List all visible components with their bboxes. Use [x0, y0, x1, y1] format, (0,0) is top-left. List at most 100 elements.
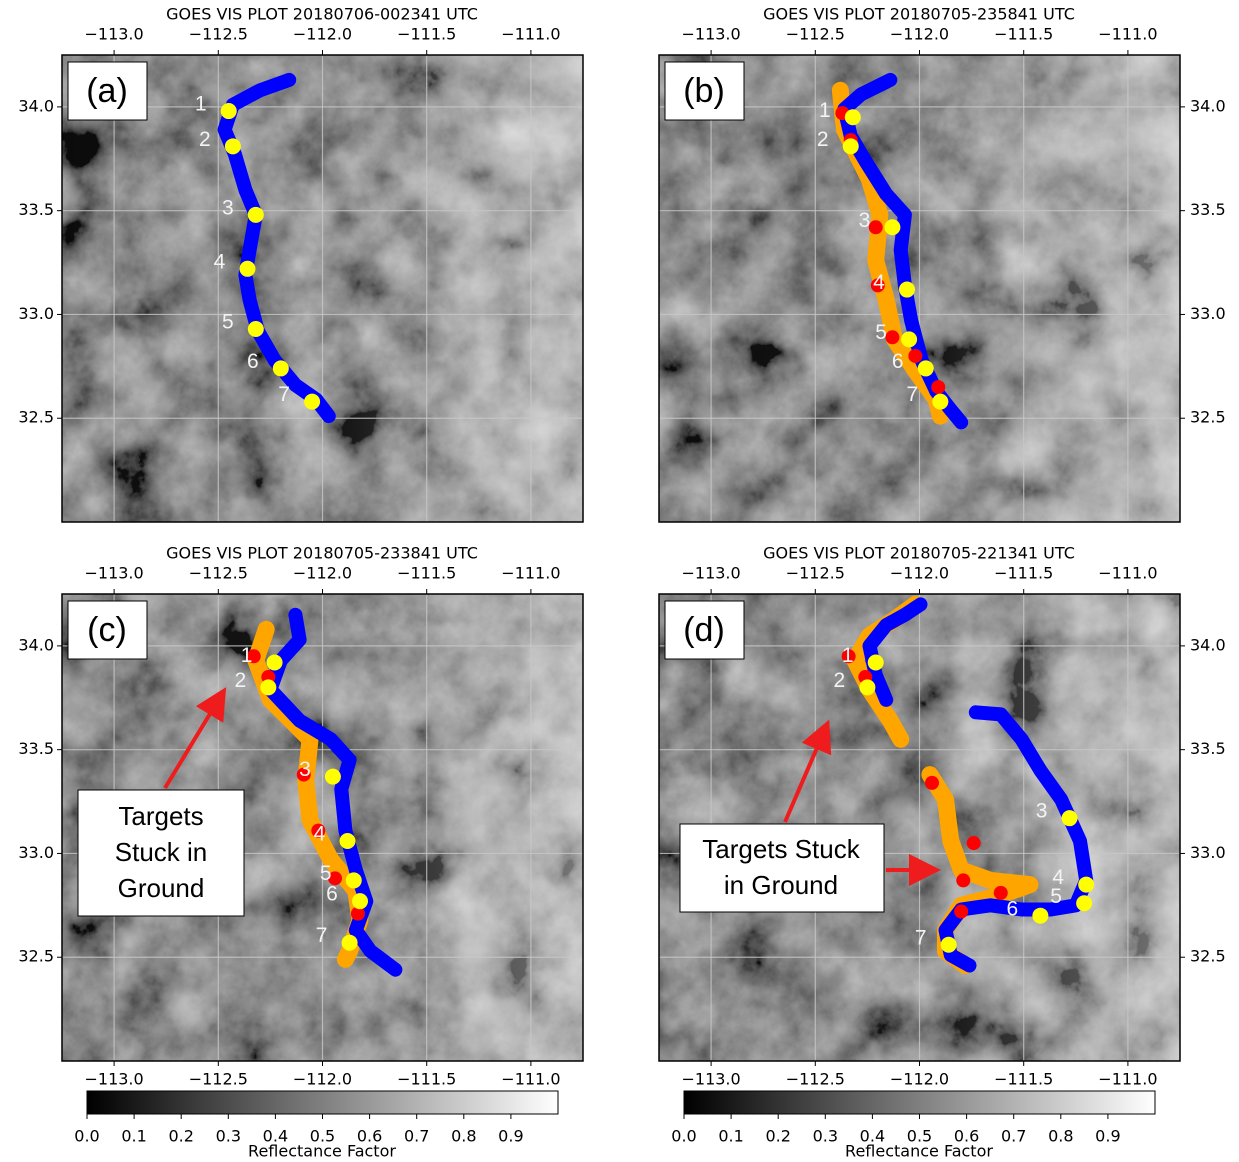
target-point [966, 836, 981, 851]
target-number: 6 [892, 350, 904, 373]
target-number: 4 [214, 250, 226, 273]
frame [658, 593, 1181, 1062]
x-tick-label: −111.0 [501, 1070, 560, 1089]
target-number: 5 [222, 311, 234, 334]
y-tick-label: 33.5 [18, 200, 54, 219]
y-tick-label: 32.5 [18, 947, 54, 966]
colorbar-label: Reflectance Factor [845, 1142, 993, 1161]
target-number: 1 [241, 644, 253, 667]
target-point [1061, 810, 1078, 827]
target-point [1078, 876, 1095, 893]
frame [658, 54, 1181, 523]
x-tick-label: −111.0 [1098, 1070, 1157, 1089]
y-tick-label: 34.0 [1190, 96, 1226, 115]
target-point [842, 138, 859, 155]
x-tick-label: −113.0 [681, 564, 740, 583]
target-number: 7 [316, 924, 328, 947]
x-tick-label: −111.0 [1098, 564, 1157, 583]
target-point [345, 872, 362, 889]
x-tick-label: −112.0 [293, 25, 352, 44]
target-number: 1 [819, 99, 831, 122]
x-tick-label: −112.0 [293, 1070, 352, 1089]
target-number: 1 [195, 93, 207, 116]
annotation-text: Ground [118, 873, 205, 903]
panel-label-box [67, 61, 148, 121]
target-number: 2 [199, 128, 211, 151]
panel-label: (c) [87, 611, 127, 649]
y-tick-label: 33.5 [1190, 200, 1226, 219]
y-tick-label: 33.5 [1190, 739, 1226, 758]
annotation-text: in Ground [724, 870, 838, 900]
y-tick-label: 33.0 [18, 304, 54, 323]
target-point [885, 330, 900, 345]
x-tick-label: −112.5 [189, 564, 248, 583]
colorbar [683, 1090, 1156, 1115]
annotation-arrow [163, 687, 227, 790]
x-tick-label: −113.0 [84, 1070, 143, 1089]
x-tick-label: −112.0 [890, 564, 949, 583]
x-tick-label: −111.5 [397, 564, 456, 583]
target-number: 7 [278, 383, 290, 406]
target-point [931, 380, 946, 395]
target-point [940, 936, 957, 953]
target-number: 5 [875, 321, 887, 344]
target-point [1032, 907, 1049, 924]
target-point [844, 109, 861, 126]
x-tick-label: −112.0 [890, 25, 949, 44]
x-tick-label: −112.5 [786, 25, 845, 44]
target-point [868, 220, 883, 235]
panel-label: (a) [86, 72, 128, 110]
target-point [908, 348, 923, 363]
colorbar-tick-label: 0.3 [216, 1127, 241, 1146]
target-point [266, 654, 283, 671]
target-point [867, 654, 884, 671]
annotation-box [679, 823, 885, 913]
y-tick-label: 33.0 [1190, 843, 1226, 862]
target-number: 3 [222, 196, 234, 219]
target-number: 6 [247, 350, 259, 373]
annotation-box [77, 789, 245, 917]
panel: 1234567−113.0−113.0−112.5−112.5−112.0−11… [18, 544, 584, 1161]
panel: 1234567−113.0−113.0−112.5−112.5−112.0−11… [658, 544, 1226, 1161]
colorbar-tick-label: 0.2 [765, 1127, 790, 1146]
track [862, 597, 1094, 973]
target-point [1076, 895, 1093, 912]
colorbar-tick-label: 0.7 [1001, 1127, 1026, 1146]
target-number: 7 [915, 926, 927, 949]
x-tick-label: −113.0 [84, 564, 143, 583]
colorbar-tick-label: 0.5 [907, 1127, 932, 1146]
target-point [220, 103, 237, 120]
target-point [884, 219, 901, 236]
target-number: 3 [1036, 800, 1048, 823]
panel: 1 2 3 4 567 −113.0 −112.5 −112.0 −111.5 −111.0 32.… [658, 5, 1226, 523]
y-tick-label: 34.0 [1190, 635, 1226, 654]
target-point [324, 768, 341, 785]
target-point [296, 767, 311, 782]
y-tick-label: 32.5 [1190, 408, 1226, 427]
plot-area: 1 2 3 4 567 [659, 55, 1180, 522]
annotation-text: Stuck in [115, 837, 208, 867]
x-tick-label: −111.0 [501, 25, 560, 44]
x-tick-label: −111.0 [1098, 25, 1157, 44]
target-point [898, 281, 915, 298]
target-point [956, 873, 971, 888]
colorbar-tick-label: 0.5 [310, 1127, 335, 1146]
target-number: 5 [1050, 885, 1062, 908]
target-number: 3 [859, 209, 871, 232]
colorbar-tick-label: 0.6 [357, 1127, 382, 1146]
x-tick-label: −112.5 [786, 564, 845, 583]
x-tick-label: −113.0 [84, 25, 143, 44]
panel-label-box [664, 600, 745, 660]
target-number: 4 [1052, 866, 1064, 889]
target-number: 2 [834, 669, 846, 692]
x-tick-label: −111.5 [397, 25, 456, 44]
target-number: 3 [299, 758, 311, 781]
target-point [870, 278, 885, 293]
target-point [993, 885, 1008, 900]
target-point [246, 649, 261, 664]
target-point [247, 320, 264, 337]
y-tick-label: 33.0 [1190, 304, 1226, 323]
target-point [311, 823, 326, 838]
panel-label-box [664, 61, 745, 121]
